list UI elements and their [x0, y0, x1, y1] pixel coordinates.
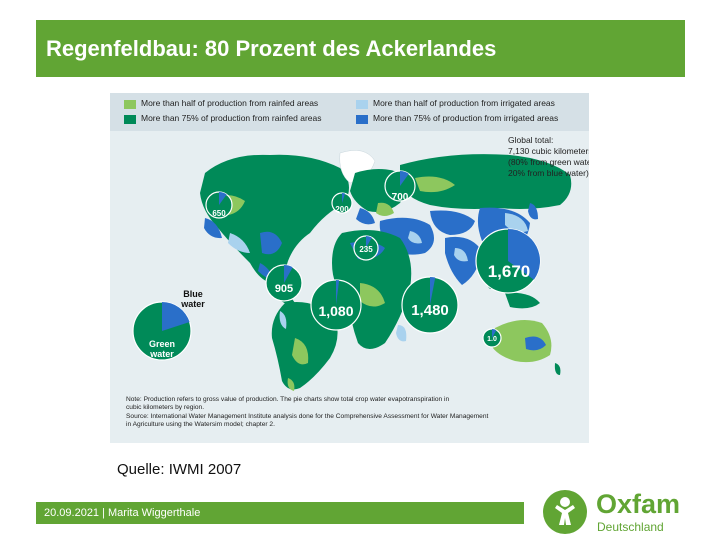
green-water-label: Green water [142, 339, 182, 359]
pie-value-label: 700 [391, 192, 409, 203]
legend-label: More than half of production from irriga… [373, 98, 555, 108]
pie-value-label: 1,080 [318, 303, 354, 319]
legend-swatch [124, 115, 136, 124]
blue-water-wedge [284, 265, 293, 283]
map-footnote: Note: Production refers to gross value o… [126, 396, 586, 429]
source-caption: Quelle: IWMI 2007 [117, 461, 242, 478]
blue-water-wedge [336, 280, 340, 305]
pie-value-label: 650 [212, 209, 226, 218]
legend-label: More than 75% of production from irrigat… [373, 113, 559, 123]
legend-swatch [356, 115, 368, 124]
world-map [110, 93, 589, 443]
map-legend: More than half of production from rainfe… [110, 93, 589, 131]
blue-water-label-line: Blue [183, 289, 203, 299]
oxfam-logo: Oxfam Deutschland [542, 489, 702, 535]
footnote-line: cubic kilometers by region. [126, 404, 205, 412]
blue-water-wedge [400, 171, 409, 186]
legend-label: More than half of production from rainfe… [141, 98, 319, 108]
global-note-line: 20% from blue water) [508, 168, 589, 178]
logo-subtitle: Deutschland [597, 520, 664, 534]
blue-water-wedge [430, 277, 436, 305]
global-note-line: Global total: [508, 135, 554, 145]
oxfam-figure-icon [543, 490, 587, 534]
world-map-figure: More than half of production from rainfe… [110, 93, 589, 443]
pie-value-label: 1.0 [487, 336, 497, 343]
legend-label: More than 75% of production from rainfed… [141, 113, 322, 123]
australia-landmass [490, 319, 552, 363]
asia-landmass [400, 154, 572, 209]
green-water-label-line: Green [148, 339, 175, 349]
north-america-landmass [200, 154, 349, 283]
global-note-line: 7,130 cubic kilometers [508, 146, 589, 156]
logo-brand: Oxfam [596, 489, 681, 519]
pie-value-label: 200 [335, 205, 349, 214]
blue-water-wedge [342, 193, 346, 203]
footnote-line: Source: International Water Management I… [126, 412, 489, 420]
footer-text: 20.09.2021 | Marita Wiggerthale [44, 507, 201, 519]
blue-water-wedge [492, 329, 497, 338]
blue-water-wedge [366, 236, 372, 248]
footer-bar: 20.09.2021 | Marita Wiggerthale [36, 502, 524, 524]
footnote-line: Note: Production refers to gross value o… [126, 396, 450, 403]
green-water-label-line: water [150, 349, 174, 359]
blue-water-label: Blue water [176, 289, 210, 309]
global-total-note: Global total: 7,130 cubic kilometers (80… [508, 135, 589, 179]
blue-water-wedge [219, 192, 227, 205]
blue-water-wedge [508, 229, 540, 280]
pie-value-label: 1,670 [487, 262, 531, 281]
pie-value-label: 905 [274, 283, 294, 295]
pie-value-label: 1,480 [411, 302, 449, 319]
slide-title: Regenfeldbau: 80 Prozent des Ackerlandes [46, 36, 497, 61]
pie-value-label: 235 [359, 245, 373, 254]
global-note-line: (80% from green water, [508, 157, 589, 167]
footnote-line: in Agriculture using the Watersim model;… [126, 420, 275, 428]
blue-water-wedge [162, 302, 190, 331]
legend-swatch [124, 100, 136, 109]
title-bar: Regenfeldbau: 80 Prozent des Ackerlandes [36, 20, 685, 77]
legend-swatch [356, 100, 368, 109]
blue-water-label-line: water [181, 299, 205, 309]
